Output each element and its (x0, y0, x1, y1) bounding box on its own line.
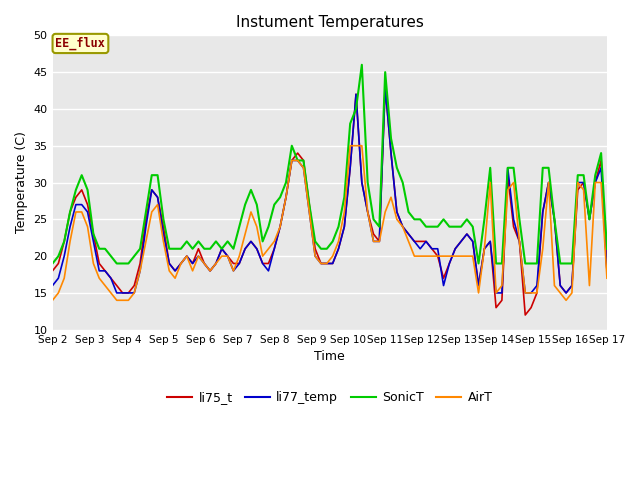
Legend: li75_t, li77_temp, SonicT, AirT: li75_t, li77_temp, SonicT, AirT (162, 386, 497, 409)
SonicT (358, 62, 365, 68)
AirT (288, 157, 296, 163)
Line: li75_t: li75_t (52, 87, 607, 315)
AirT (329, 253, 337, 259)
SonicT (206, 246, 214, 252)
li77_temp (352, 91, 360, 97)
SonicT (125, 261, 132, 266)
li75_t (346, 165, 354, 171)
li75_t (522, 312, 529, 318)
li77_temp (294, 157, 301, 163)
AirT (125, 298, 132, 303)
X-axis label: Time: Time (314, 350, 345, 363)
SonicT (563, 261, 570, 266)
SonicT (346, 121, 354, 127)
li75_t (329, 261, 337, 266)
li77_temp (113, 290, 120, 296)
li77_temp (568, 283, 576, 288)
li77_temp (381, 84, 389, 90)
li75_t (381, 84, 389, 90)
li75_t (603, 268, 611, 274)
Line: li77_temp: li77_temp (52, 87, 607, 293)
AirT (346, 143, 354, 149)
li75_t (206, 268, 214, 274)
li77_temp (212, 261, 220, 266)
li75_t (288, 157, 296, 163)
AirT (206, 268, 214, 274)
SonicT (49, 261, 56, 266)
Y-axis label: Temperature (C): Temperature (C) (15, 132, 28, 233)
AirT (603, 276, 611, 281)
li75_t (49, 268, 56, 274)
Title: Instument Temperatures: Instument Temperatures (236, 15, 424, 30)
SonicT (603, 246, 611, 252)
SonicT (288, 143, 296, 149)
li75_t (125, 290, 132, 296)
AirT (49, 298, 56, 303)
Line: SonicT: SonicT (52, 65, 607, 264)
AirT (563, 298, 570, 303)
SonicT (329, 239, 337, 244)
Text: EE_flux: EE_flux (56, 37, 106, 50)
Line: AirT: AirT (52, 146, 607, 300)
li77_temp (335, 246, 342, 252)
AirT (352, 143, 360, 149)
li75_t (568, 283, 576, 288)
li77_temp (131, 290, 138, 296)
li77_temp (49, 283, 56, 288)
li77_temp (603, 268, 611, 274)
